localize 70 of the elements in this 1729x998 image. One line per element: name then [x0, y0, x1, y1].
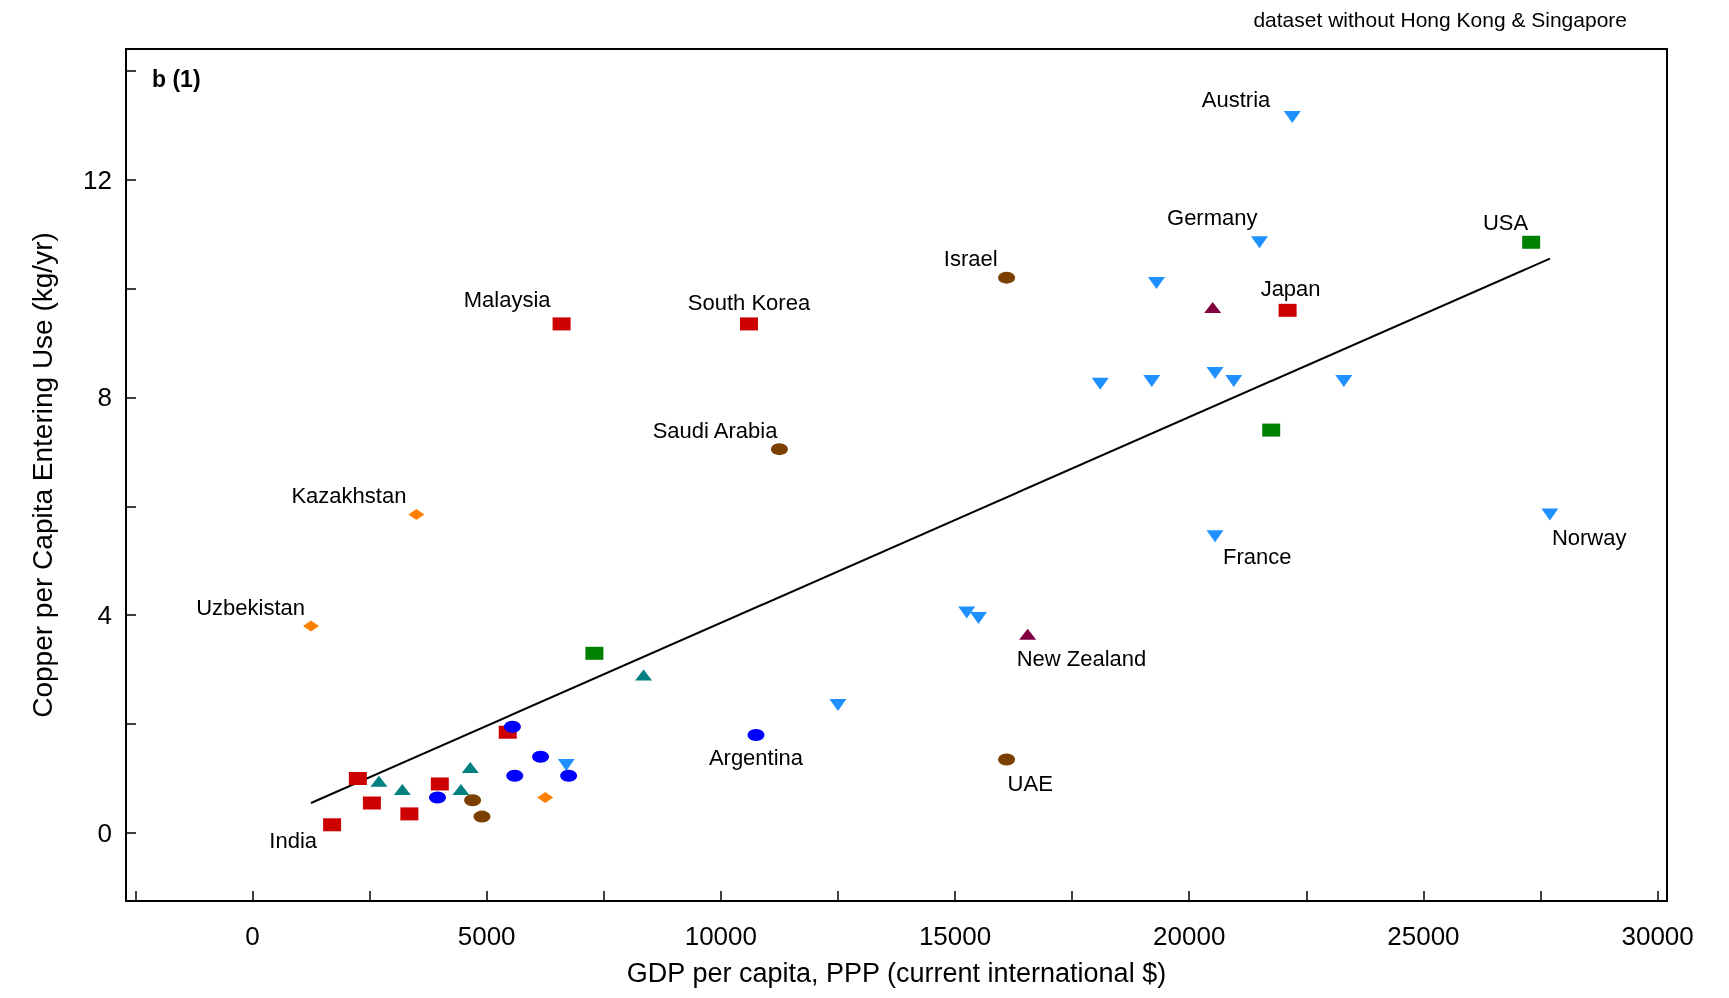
point [1522, 235, 1541, 249]
annotation: Saudi Arabia [652, 417, 779, 443]
point [739, 317, 758, 331]
x-axis-title: GDP per capita, PPP (current international $) [626, 957, 1167, 988]
point [473, 810, 491, 823]
point [506, 769, 524, 782]
annotation: Japan [1260, 275, 1321, 301]
annotation: India [269, 828, 318, 854]
point [998, 753, 1016, 766]
point [958, 606, 976, 619]
y-tick-label: 8 [97, 382, 112, 413]
annotation: Malaysia [463, 287, 552, 313]
point [1335, 375, 1353, 388]
annotation: UAE [1007, 770, 1053, 796]
point [770, 443, 788, 456]
point [829, 699, 847, 712]
point [1278, 303, 1297, 317]
point [560, 769, 578, 782]
point [537, 792, 554, 804]
annotation: Argentina [708, 745, 804, 771]
point [557, 758, 575, 771]
y-tick-label: 0 [97, 817, 112, 848]
y-axis-title: Copper per Capita Entering Use (kg/yr) [26, 232, 58, 718]
x-tick-label: 10000 [684, 921, 758, 951]
point [323, 818, 342, 832]
point [1283, 111, 1301, 124]
point [303, 620, 320, 632]
annotation: b (1) [152, 65, 201, 92]
annotation: USA [1482, 209, 1529, 235]
point [1225, 375, 1243, 388]
point [969, 611, 987, 624]
annotation: France [1223, 543, 1292, 569]
point [552, 317, 571, 331]
point [464, 794, 482, 807]
point [1091, 377, 1109, 390]
point [430, 777, 449, 791]
point [1541, 508, 1559, 521]
point [1143, 375, 1161, 388]
annotation: South Korea [687, 290, 811, 316]
x-tick-label: 20000 [1153, 921, 1226, 951]
annotation: Israel [943, 246, 998, 272]
point [1206, 530, 1224, 543]
chart-title: dataset without Hong Kong & Singapore [1253, 8, 1627, 31]
y-tick-label: 12 [83, 164, 112, 195]
annotation: Uzbekistan [196, 594, 306, 620]
annotation: New Zealand [1016, 645, 1147, 671]
point [1147, 277, 1165, 290]
point [429, 791, 446, 804]
x-tick-label: 25000 [1387, 921, 1460, 951]
x-tick-label: 30000 [1621, 921, 1694, 951]
point [585, 646, 604, 660]
point [998, 271, 1016, 284]
x-tick-label: 5000 [457, 921, 516, 951]
point [747, 728, 765, 741]
point [408, 508, 425, 520]
point [362, 796, 381, 810]
annotation: Germany [1167, 204, 1258, 230]
annotation: Kazakhstan [291, 482, 407, 508]
point [1206, 366, 1224, 379]
annotation: Austria [1201, 86, 1272, 112]
point [348, 772, 367, 786]
x-tick-label: 15000 [918, 921, 992, 951]
point [1262, 423, 1281, 437]
y-tick-label: 4 [97, 600, 112, 631]
point [400, 807, 419, 821]
annotation: Norway [1551, 524, 1627, 550]
point [503, 720, 521, 733]
point [1251, 236, 1268, 249]
x-tick-label: 0 [245, 921, 260, 951]
point [532, 750, 550, 763]
